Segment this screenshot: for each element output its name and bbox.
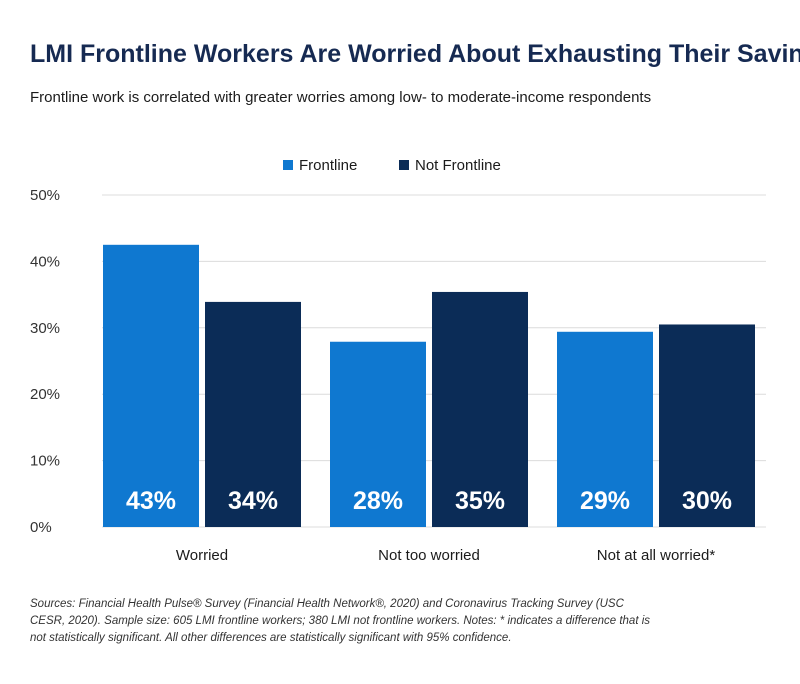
bar <box>557 331 653 527</box>
y-tick-label: 50% <box>30 187 60 204</box>
x-category-label: Worried <box>176 547 228 564</box>
bar <box>205 301 301 527</box>
bar <box>103 244 199 528</box>
source-notes: Sources: Financial Health Pulse® Survey … <box>30 598 651 644</box>
legend-swatch <box>399 160 409 170</box>
legend-label: Not Frontline <box>415 157 501 174</box>
bar-data-label: 43% <box>126 487 176 515</box>
y-tick-label: 10% <box>30 453 60 470</box>
chart-subtitle: Frontline work is correlated with greate… <box>30 89 652 106</box>
chart-title: LMI Frontline Workers Are Worried About … <box>30 40 800 68</box>
bar-data-label: 34% <box>228 487 278 515</box>
bar-data-label: 29% <box>580 487 630 515</box>
bar-data-label: 28% <box>353 487 403 515</box>
bar-data-label: 30% <box>682 487 732 515</box>
y-tick-label: 20% <box>30 386 60 403</box>
y-tick-label: 0% <box>30 519 52 536</box>
legend-swatch <box>283 160 293 170</box>
bar <box>330 341 426 527</box>
bar <box>432 291 528 527</box>
bar-data-label: 35% <box>455 487 505 515</box>
y-tick-label: 30% <box>30 320 60 337</box>
y-tick-label: 40% <box>30 253 60 270</box>
bar <box>659 324 755 527</box>
x-category-label: Not too worried <box>378 547 480 564</box>
x-category-label: Not at all worried* <box>597 547 716 564</box>
legend-label: Frontline <box>299 157 357 174</box>
